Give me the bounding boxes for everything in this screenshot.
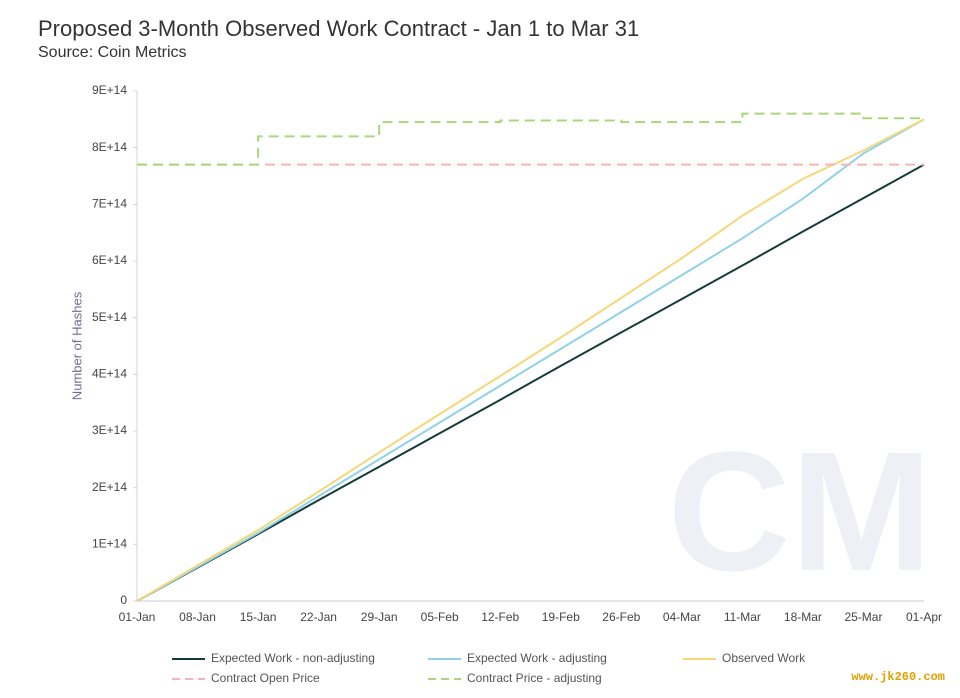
x-tick-label: 01-Jan xyxy=(119,610,156,624)
chart-title: Proposed 3-Month Observed Work Contract … xyxy=(38,16,639,41)
logo-watermark: CM xyxy=(668,417,932,607)
x-tick-label: 08-Jan xyxy=(179,610,216,624)
y-tick-label: 7E+14 xyxy=(92,197,127,211)
x-tick-label: 15-Jan xyxy=(240,610,277,624)
y-tick-label: 8E+14 xyxy=(92,140,127,154)
x-tick-label: 18-Mar xyxy=(784,610,822,624)
x-tick-label: 05-Feb xyxy=(421,610,459,624)
y-axis-label: Number of Hashes xyxy=(69,291,84,400)
x-tick-label: 01-Apr xyxy=(906,610,942,624)
chart-subtitle: Source: Coin Metrics xyxy=(38,44,187,61)
y-tick-label: 0 xyxy=(120,593,127,607)
y-tick-label: 6E+14 xyxy=(92,253,127,267)
watermark: www.jk260.com xyxy=(851,670,945,684)
x-tick-label: 26-Feb xyxy=(602,610,640,624)
x-tick-label: 22-Jan xyxy=(300,610,337,624)
x-tick-label: 11-Mar xyxy=(724,610,761,624)
y-tick-label: 5E+14 xyxy=(92,310,127,324)
y-tick-label: 4E+14 xyxy=(92,367,127,381)
legend-label: Observed Work xyxy=(722,651,806,665)
series-line xyxy=(137,112,924,166)
y-tick-label: 3E+14 xyxy=(92,423,127,437)
series-line xyxy=(136,163,925,602)
x-tick-label: 12-Feb xyxy=(481,610,519,624)
x-tick-label: 29-Jan xyxy=(361,610,398,624)
legend-label: Contract Price - adjusting xyxy=(467,671,602,685)
series-line xyxy=(136,118,925,602)
y-tick-label: 2E+14 xyxy=(92,480,127,494)
series-line xyxy=(136,118,925,602)
x-tick-label: 19-Feb xyxy=(542,610,580,624)
legend-label: Contract Open Price xyxy=(211,671,320,685)
x-tick-label: 04-Mar xyxy=(663,610,701,624)
y-tick-label: 9E+14 xyxy=(92,83,127,97)
legend-label: Expected Work - adjusting xyxy=(467,651,607,665)
legend-label: Expected Work - non-adjusting xyxy=(211,651,375,665)
x-tick-label: 25-Mar xyxy=(844,610,882,624)
y-tick-label: 1E+14 xyxy=(92,537,127,551)
